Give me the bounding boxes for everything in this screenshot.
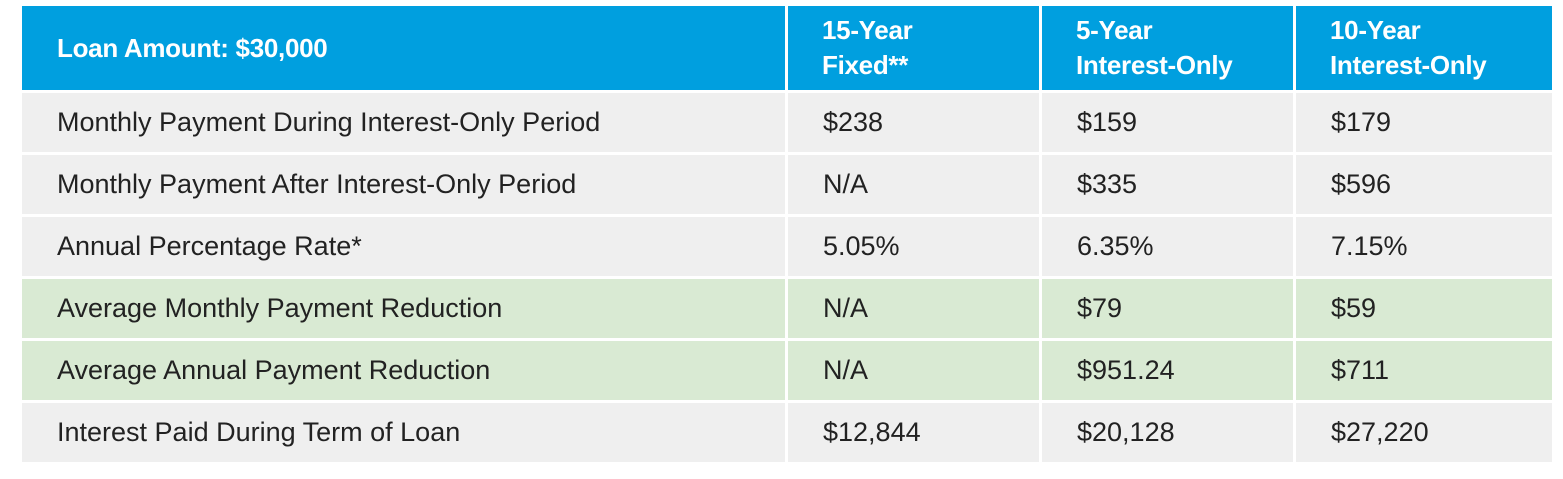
cell-value: 7.15%	[1296, 217, 1552, 276]
table-row: Monthly Payment After Interest-Only Peri…	[22, 155, 1552, 214]
row-label: Monthly Payment During Interest-Only Per…	[22, 93, 785, 152]
cell-value: N/A	[788, 341, 1039, 400]
loan-amount-header: Loan Amount: $30,000	[22, 6, 785, 90]
cell-value: $335	[1042, 155, 1293, 214]
row-label: Monthly Payment After Interest-Only Peri…	[22, 155, 785, 214]
cell-value: $951.24	[1042, 341, 1293, 400]
row-label: Annual Percentage Rate*	[22, 217, 785, 276]
cell-value: $238	[788, 93, 1039, 152]
column-header-line2: Interest-Only	[1076, 50, 1233, 80]
loan-comparison-table: Loan Amount: $30,000 15-Year Fixed** 5-Y…	[19, 3, 1555, 465]
cell-value: $12,844	[788, 403, 1039, 462]
cell-value: $596	[1296, 155, 1552, 214]
cell-value: $159	[1042, 93, 1293, 152]
table-row: Interest Paid During Term of Loan $12,84…	[22, 403, 1552, 462]
row-label: Average Monthly Payment Reduction	[22, 279, 785, 338]
table-row: Annual Percentage Rate* 5.05% 6.35% 7.15…	[22, 217, 1552, 276]
column-header-15-year-fixed: 15-Year Fixed**	[788, 6, 1039, 90]
column-header-5-year-interest-only: 5-Year Interest-Only	[1042, 6, 1293, 90]
cell-value: N/A	[788, 155, 1039, 214]
column-header-line1: 15-Year	[822, 15, 913, 45]
cell-value: N/A	[788, 279, 1039, 338]
cell-value: $27,220	[1296, 403, 1552, 462]
column-header-10-year-interest-only: 10-Year Interest-Only	[1296, 6, 1552, 90]
cell-value: 6.35%	[1042, 217, 1293, 276]
header-row: Loan Amount: $30,000 15-Year Fixed** 5-Y…	[22, 6, 1552, 90]
row-label: Average Annual Payment Reduction	[22, 341, 785, 400]
table-row-highlighted: Average Monthly Payment Reduction N/A $7…	[22, 279, 1552, 338]
cell-value: $20,128	[1042, 403, 1293, 462]
column-header-line2: Interest-Only	[1330, 50, 1487, 80]
column-header-line1: 10-Year	[1330, 15, 1421, 45]
column-header-line2: Fixed**	[822, 50, 909, 80]
table-row-highlighted: Average Annual Payment Reduction N/A $95…	[22, 341, 1552, 400]
loan-comparison-table-container: Loan Amount: $30,000 15-Year Fixed** 5-Y…	[22, 6, 1552, 465]
cell-value: $179	[1296, 93, 1552, 152]
row-label: Interest Paid During Term of Loan	[22, 403, 785, 462]
cell-value: $711	[1296, 341, 1552, 400]
cell-value: $79	[1042, 279, 1293, 338]
column-header-line1: 5-Year	[1076, 15, 1153, 45]
cell-value: 5.05%	[788, 217, 1039, 276]
cell-value: $59	[1296, 279, 1552, 338]
table-row: Monthly Payment During Interest-Only Per…	[22, 93, 1552, 152]
